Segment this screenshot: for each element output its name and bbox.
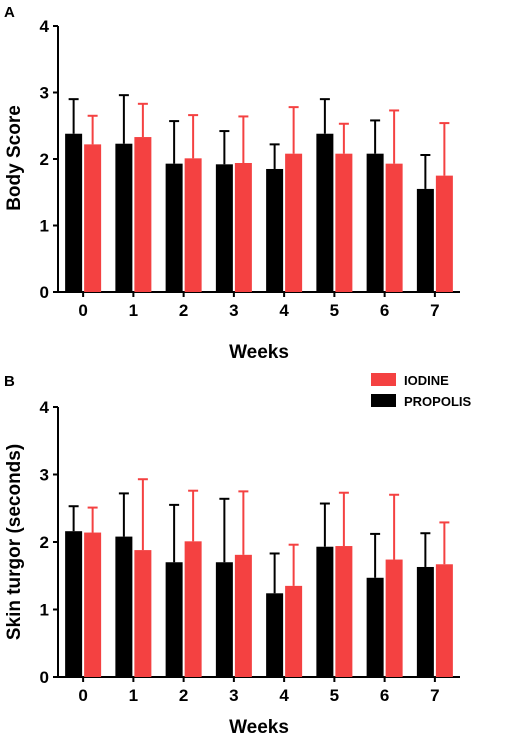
y-axis-label-a: Body Score [4,105,25,211]
bar-iodine-week-2 [184,158,202,292]
bar-iodine-week-2 [184,541,202,677]
y-axis-label-b: Skin turgor (seconds) [4,444,25,640]
bar-propolis-week-6 [366,577,384,677]
y-tick-label: 1 [40,601,49,620]
y-tick-label: 0 [40,668,49,687]
bar-iodine-week-1 [134,550,152,677]
x-axis-label-a: Weeks [229,342,289,363]
x-axis-label-b: Weeks [229,717,289,738]
x-tick-label: 0 [78,686,87,705]
x-tick-label: 1 [129,301,138,320]
bar-propolis-week-1 [115,143,133,292]
y-tick-label: 4 [40,17,50,36]
bar-propolis-week-6 [366,153,384,292]
bar-propolis-week-3 [215,562,233,677]
legend: IODINE PROPOLIS [371,373,472,409]
y-tick-label: 3 [40,84,49,103]
bar-iodine-week-4 [285,153,303,292]
y-tick-label: 4 [40,398,50,417]
bar-propolis-week-2 [165,562,183,677]
y-tick-label: 2 [40,150,49,169]
bar-iodine-week-0 [84,144,102,292]
x-tick-label: 6 [380,686,389,705]
bar-iodine-week-7 [435,564,453,677]
y-tick-label: 1 [40,217,49,236]
x-tick-label: 3 [229,301,238,320]
bar-propolis-week-5 [316,546,334,677]
y-tick-label: 2 [40,533,49,552]
plot-area-a: 0 1 2 3 4 0 1 2 3 4 5 6 7 [40,17,460,320]
x-tick-label: 2 [179,686,188,705]
panel-label-a: A [4,4,15,21]
x-tick-label: 5 [330,686,339,705]
bar-propolis-week-7 [416,188,434,292]
x-tick-label: 4 [279,301,289,320]
bar-iodine-week-1 [134,137,152,292]
bar-iodine-week-0 [84,532,102,677]
bar-propolis-week-4 [266,593,284,677]
x-tick-label: 0 [78,301,87,320]
bar-iodine-week-3 [234,162,252,292]
bar-iodine-week-3 [234,554,252,677]
x-tick-label: 2 [179,301,188,320]
bar-propolis-week-3 [215,164,233,292]
legend-swatch-propolis [371,394,396,407]
x-tick-label: 7 [430,686,439,705]
legend-label-propolis: PROPOLIS [404,394,472,409]
bar-iodine-week-6 [385,163,403,292]
bar-iodine-week-5 [335,546,353,677]
bar-iodine-week-5 [335,153,353,292]
bar-propolis-week-7 [416,566,434,677]
plot-area-b: 0 1 2 3 4 0 1 2 3 4 5 6 7 [40,398,460,705]
bar-iodine-week-4 [285,585,303,677]
legend-swatch-iodine [371,373,396,386]
panel-label-b: B [4,373,15,390]
bar-iodine-week-7 [435,175,453,292]
x-tick-label: 6 [380,301,389,320]
y-tick-label: 0 [40,283,49,302]
legend-label-iodine: IODINE [404,373,449,388]
bar-iodine-week-6 [385,559,403,677]
bar-propolis-week-0 [65,133,83,292]
bar-propolis-week-1 [115,536,133,677]
bar-propolis-week-4 [266,168,284,292]
y-tick-label: 3 [40,466,49,485]
x-tick-label: 5 [330,301,339,320]
bar-propolis-week-5 [316,133,334,292]
x-tick-label: 4 [279,686,289,705]
bar-propolis-week-0 [65,531,83,677]
bar-propolis-week-2 [165,163,183,292]
x-tick-label: 7 [430,301,439,320]
x-tick-label: 1 [129,686,138,705]
x-tick-label: 3 [229,686,238,705]
